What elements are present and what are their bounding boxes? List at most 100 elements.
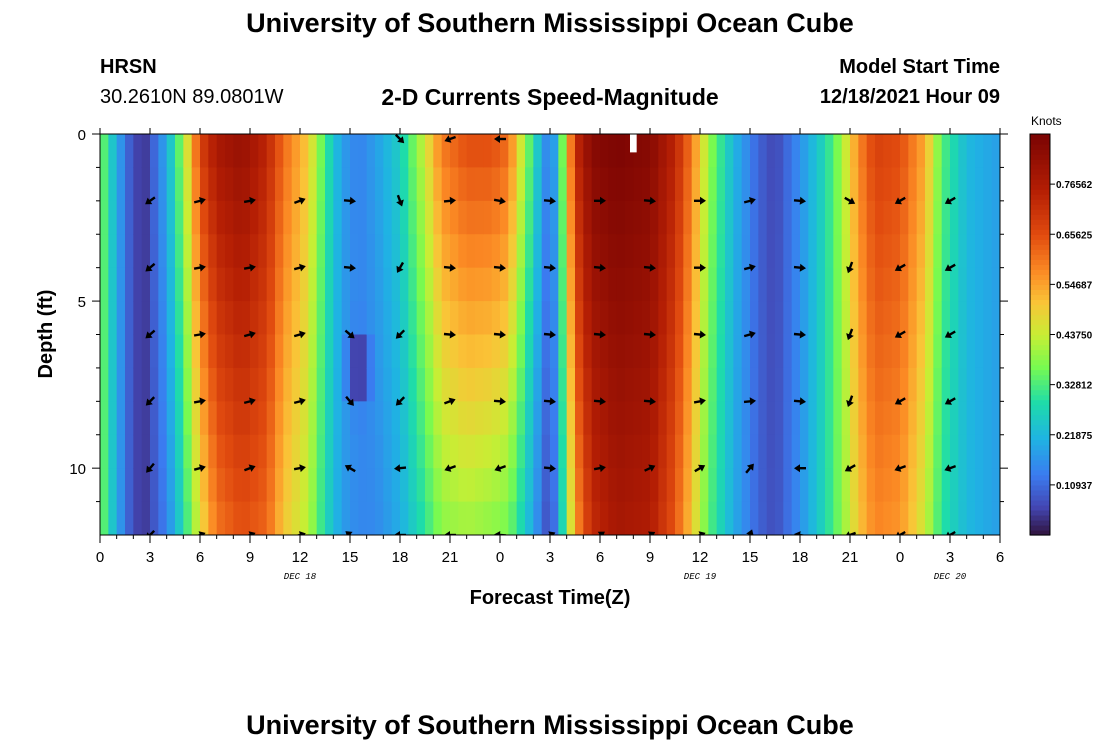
colorbar-segment — [1030, 219, 1050, 225]
colorbar-segment — [1030, 434, 1050, 441]
heatmap-cell — [200, 401, 209, 436]
heatmap-cell — [858, 200, 868, 235]
heatmap-cell — [133, 334, 143, 369]
current-vector-arrow — [793, 397, 806, 406]
heatmap-cell — [600, 401, 609, 436]
heatmap-cell — [908, 267, 918, 302]
heatmap-cell — [883, 501, 893, 535]
heatmap-cell — [775, 367, 784, 402]
heatmap-cell — [758, 301, 768, 336]
heatmap-cell — [933, 167, 943, 202]
heatmap-cell — [866, 334, 876, 369]
heatmap-cell — [750, 167, 759, 202]
heatmap-cell — [366, 167, 376, 202]
heatmap-cell — [141, 301, 151, 336]
heatmap-cell — [641, 200, 651, 235]
heatmap-cell — [125, 401, 134, 436]
current-vector-arrow — [396, 261, 405, 273]
heatmap-cell — [225, 200, 234, 235]
heatmap-cell — [950, 200, 959, 235]
heatmap-cell — [333, 367, 343, 402]
heatmap-cell — [716, 301, 726, 336]
colorbar-tick-label: 0.76562 — [1056, 180, 1093, 191]
heatmap-cell — [733, 301, 743, 336]
heatmap-cell — [775, 167, 784, 202]
heatmap-cell — [491, 334, 501, 369]
heatmap-cell — [450, 134, 459, 169]
heatmap-cell — [408, 434, 418, 469]
heatmap-cell — [508, 200, 518, 235]
heatmap-cell — [341, 468, 351, 503]
heatmap-cell — [850, 234, 859, 269]
colorbar-segment — [1030, 209, 1050, 215]
heatmap-cell — [766, 434, 776, 469]
model-start-value: 12/18/2021 Hour 09 — [819, 86, 1000, 108]
heatmap-cell — [175, 301, 184, 336]
heatmap-cell — [975, 501, 984, 535]
heatmap-cell — [158, 468, 168, 503]
heatmap-cell — [525, 200, 534, 235]
heatmap-cell — [458, 234, 468, 269]
heatmap-cell — [525, 134, 534, 169]
heatmap-cell — [975, 301, 984, 336]
colorbar-segment — [1030, 169, 1050, 175]
heatmap-cell — [916, 134, 926, 169]
heatmap-cell — [133, 301, 143, 336]
heatmap-cell — [308, 367, 318, 402]
heatmap-cell — [716, 200, 726, 235]
heatmap-cell — [425, 134, 434, 169]
heatmap-cell — [941, 134, 951, 169]
heatmap-cell — [700, 401, 709, 436]
heatmap-cell — [750, 134, 759, 169]
heatmap-cell — [575, 401, 584, 436]
heatmap-cell — [533, 434, 543, 469]
heatmap-cell — [633, 401, 643, 436]
heatmap-cell — [408, 234, 418, 269]
heatmap-cell — [283, 401, 293, 436]
heatmap-cell — [200, 301, 209, 336]
heatmap-cell — [983, 401, 993, 436]
heatmap-cell — [350, 234, 359, 269]
heatmap-cell — [375, 167, 384, 202]
heatmap-cell — [883, 234, 893, 269]
heatmap-cell — [941, 301, 951, 336]
heatmap-cell — [575, 468, 584, 503]
heatmap-cell — [841, 367, 851, 402]
current-vector-arrow — [944, 330, 956, 338]
heatmap-cell — [233, 167, 243, 202]
heatmap-cell — [658, 367, 668, 402]
heatmap-cell — [900, 434, 909, 469]
heatmap-cell — [541, 134, 551, 169]
heatmap-cell — [166, 167, 176, 202]
heatmap-cell — [108, 334, 118, 369]
heatmap-cell — [783, 200, 793, 235]
heatmap-cell — [758, 167, 768, 202]
heatmap-cell — [975, 200, 984, 235]
heatmap-cell — [958, 234, 968, 269]
heatmap-cell — [450, 167, 459, 202]
heatmap-cell — [575, 234, 584, 269]
heatmap-cell — [991, 468, 1000, 503]
heatmap-cell — [866, 267, 876, 302]
heatmap-cell — [500, 468, 509, 503]
heatmap-cell — [425, 401, 434, 436]
heatmap-cell — [383, 501, 393, 535]
heatmap-cell — [616, 468, 626, 503]
colorbar-segment — [1030, 384, 1050, 391]
heatmap-cell — [658, 434, 668, 469]
heatmap-cell — [658, 401, 668, 436]
heatmap-cell — [933, 200, 943, 235]
heatmap-cell — [158, 301, 168, 336]
current-vector-arrow — [845, 531, 857, 535]
heatmap-cell — [691, 501, 701, 535]
heatmap-cell — [725, 267, 734, 302]
heatmap-cell — [183, 334, 193, 369]
heatmap-cell — [591, 334, 601, 369]
heatmap-cell — [833, 167, 843, 202]
heatmap-cell — [875, 401, 884, 436]
heatmap-cell — [258, 200, 268, 235]
heatmap-cell — [308, 200, 318, 235]
heatmap-cell — [775, 468, 784, 503]
heatmap-cell — [133, 367, 143, 402]
current-vector-arrow — [543, 263, 556, 272]
